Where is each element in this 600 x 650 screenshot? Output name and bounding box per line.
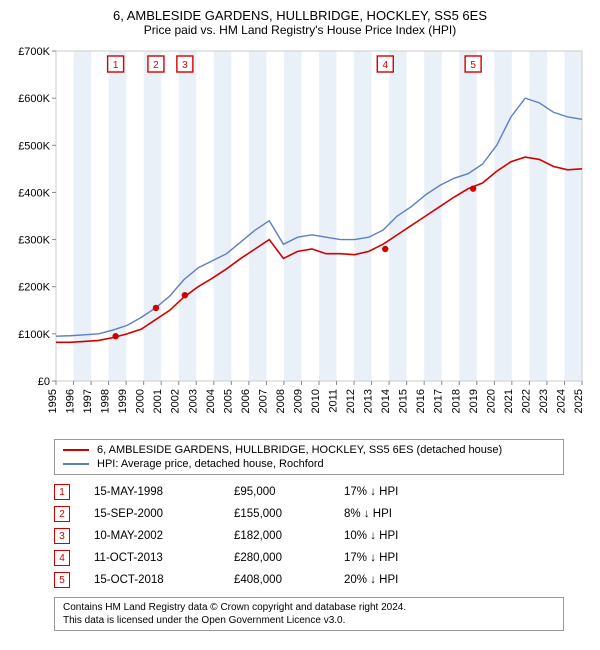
sale-price: £408,000 xyxy=(234,574,344,586)
svg-text:4: 4 xyxy=(382,60,388,71)
svg-text:1995: 1995 xyxy=(47,389,59,413)
svg-text:2007: 2007 xyxy=(257,389,269,413)
sale-price: £95,000 xyxy=(234,486,344,498)
svg-text:1: 1 xyxy=(113,60,119,71)
legend: 6, AMBLESIDE GARDENS, HULLBRIDGE, HOCKLE… xyxy=(54,439,564,475)
chart-subtitle: Price paid vs. HM Land Registry's House … xyxy=(10,23,590,37)
footer-text: This data is licensed under the Open Gov… xyxy=(63,614,555,627)
svg-text:2025: 2025 xyxy=(573,389,585,413)
legend-label: HPI: Average price, detached house, Roch… xyxy=(97,458,324,470)
svg-text:£300K: £300K xyxy=(18,235,50,247)
svg-text:£0: £0 xyxy=(38,376,50,388)
svg-text:5: 5 xyxy=(470,60,476,71)
legend-label: 6, AMBLESIDE GARDENS, HULLBRIDGE, HOCKLE… xyxy=(97,444,502,456)
table-row: 1 15-MAY-1998£95,00017% ↓ HPI xyxy=(54,481,580,503)
svg-text:2003: 2003 xyxy=(187,389,199,413)
sale-hpi-delta: 8% ↓ HPI xyxy=(344,508,464,520)
svg-text:2022: 2022 xyxy=(520,389,532,413)
svg-text:2021: 2021 xyxy=(503,389,515,413)
sale-number-badge: 1 xyxy=(54,484,70,500)
chart-title: 6, AMBLESIDE GARDENS, HULLBRIDGE, HOCKLE… xyxy=(10,8,590,23)
sale-price: £280,000 xyxy=(234,552,344,564)
footer-text: Contains HM Land Registry data © Crown c… xyxy=(63,601,555,614)
svg-text:2020: 2020 xyxy=(485,389,497,413)
svg-text:1996: 1996 xyxy=(65,389,77,413)
svg-text:2015: 2015 xyxy=(398,389,410,413)
chart-plot-area: £0 £100K £200K £300K £400K £500K £600K £700K 199… xyxy=(10,43,590,433)
svg-text:2018: 2018 xyxy=(450,389,462,413)
svg-text:2002: 2002 xyxy=(170,389,182,413)
svg-text:£700K: £700K xyxy=(18,46,50,58)
svg-text:1998: 1998 xyxy=(100,389,112,413)
svg-text:2010: 2010 xyxy=(310,389,322,413)
chart-container: 6, AMBLESIDE GARDENS, HULLBRIDGE, HOCKLE… xyxy=(0,0,600,639)
svg-text:2000: 2000 xyxy=(135,389,147,413)
svg-text:2001: 2001 xyxy=(152,389,164,413)
sale-number-badge: 5 xyxy=(54,572,70,588)
svg-text:2024: 2024 xyxy=(555,389,567,413)
svg-text:2011: 2011 xyxy=(328,389,340,413)
svg-text:2005: 2005 xyxy=(222,389,234,413)
svg-text:2014: 2014 xyxy=(380,389,392,413)
sale-number-badge: 2 xyxy=(54,506,70,522)
sale-date: 15-SEP-2000 xyxy=(94,508,234,520)
legend-swatch xyxy=(63,449,89,451)
sale-hpi-delta: 10% ↓ HPI xyxy=(344,530,464,542)
svg-text:2006: 2006 xyxy=(240,389,252,413)
table-row: 4 11-OCT-2013£280,00017% ↓ HPI xyxy=(54,547,580,569)
svg-text:2019: 2019 xyxy=(468,389,480,413)
svg-text:2012: 2012 xyxy=(345,389,357,413)
svg-text:1999: 1999 xyxy=(117,389,129,413)
sale-date: 10-MAY-2002 xyxy=(94,530,234,542)
sale-price: £155,000 xyxy=(234,508,344,520)
sale-date: 15-MAY-1998 xyxy=(94,486,234,498)
sale-hpi-delta: 17% ↓ HPI xyxy=(344,552,464,564)
sale-hpi-delta: 20% ↓ HPI xyxy=(344,574,464,586)
sale-number-badge: 3 xyxy=(54,528,70,544)
svg-text:2004: 2004 xyxy=(205,389,217,413)
svg-text:£200K: £200K xyxy=(18,282,50,294)
svg-text:2023: 2023 xyxy=(538,389,550,413)
line-chart-svg: £0 £100K £200K £300K £400K £500K £600K £700K 199… xyxy=(10,43,590,433)
sale-date: 15-OCT-2018 xyxy=(94,574,234,586)
table-row: 3 10-MAY-2002£182,00010% ↓ HPI xyxy=(54,525,580,547)
sale-price: £182,000 xyxy=(234,530,344,542)
svg-text:2: 2 xyxy=(153,60,159,71)
svg-text:2013: 2013 xyxy=(363,389,375,413)
svg-text:2016: 2016 xyxy=(415,389,427,413)
attribution-footer: Contains HM Land Registry data © Crown c… xyxy=(54,597,564,631)
sales-table: 115-MAY-1998£95,00017% ↓ HPI215-SEP-2000… xyxy=(54,481,580,591)
sale-hpi-delta: 17% ↓ HPI xyxy=(344,486,464,498)
table-row: 2 15-SEP-2000£155,0008% ↓ HPI xyxy=(54,503,580,525)
svg-text:2017: 2017 xyxy=(433,389,445,413)
legend-item: HPI: Average price, detached house, Roch… xyxy=(63,457,555,471)
svg-text:£600K: £600K xyxy=(18,93,50,105)
svg-text:£100K: £100K xyxy=(18,329,50,341)
svg-text:£500K: £500K xyxy=(18,140,50,152)
sale-date: 11-OCT-2013 xyxy=(94,552,234,564)
svg-text:1997: 1997 xyxy=(82,389,94,413)
svg-text:2008: 2008 xyxy=(275,389,287,413)
svg-text:3: 3 xyxy=(182,60,188,71)
svg-text:2009: 2009 xyxy=(292,389,304,413)
legend-item: 6, AMBLESIDE GARDENS, HULLBRIDGE, HOCKLE… xyxy=(63,443,555,457)
legend-swatch xyxy=(63,463,89,465)
sale-number-badge: 4 xyxy=(54,550,70,566)
svg-text:£400K: £400K xyxy=(18,187,50,199)
table-row: 5 15-OCT-2018£408,00020% ↓ HPI xyxy=(54,569,580,591)
